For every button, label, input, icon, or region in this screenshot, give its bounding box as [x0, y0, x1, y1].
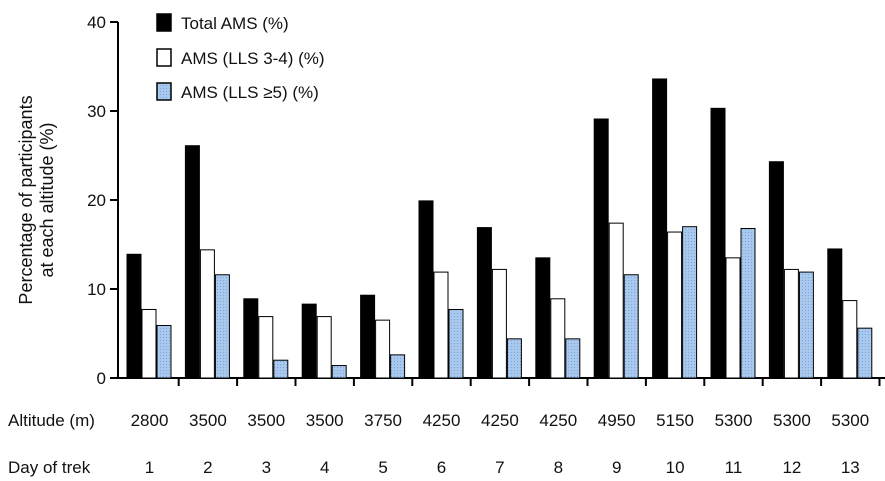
altitude-label: 3500 [247, 411, 285, 430]
bar [535, 257, 551, 379]
bars [126, 78, 873, 379]
day-label: 5 [378, 458, 387, 477]
bar [301, 303, 317, 379]
altitude-row-label: Altitude (m) [8, 411, 95, 430]
altitude-label: 3500 [306, 411, 344, 430]
bar [842, 300, 858, 379]
day-label: 11 [725, 458, 743, 477]
bar [652, 78, 668, 379]
legend-entry: AMS (LLS 3-4) (%) [181, 49, 325, 68]
y-axis-label-line1: Percentage of participants [16, 95, 36, 304]
y-tick-label: 20 [87, 191, 106, 210]
bar [390, 354, 406, 379]
legend-swatch [156, 82, 172, 101]
bar [214, 274, 230, 379]
bar [798, 271, 814, 379]
y-tick-label: 10 [87, 280, 106, 299]
bar [667, 231, 683, 379]
bar [126, 253, 142, 379]
bar [433, 271, 449, 379]
bar [331, 365, 347, 379]
altitude-label: 5150 [656, 411, 694, 430]
bar [725, 257, 741, 379]
day-label: 6 [437, 458, 446, 477]
bar [682, 226, 698, 379]
day-label: 3 [262, 458, 271, 477]
legend-entry: Total AMS (%) [181, 14, 289, 33]
bar [550, 298, 566, 379]
altitude-label: 2800 [131, 411, 169, 430]
day-label: 9 [612, 458, 621, 477]
bar [491, 268, 507, 379]
bar [199, 249, 215, 379]
altitude-label: 4950 [598, 411, 636, 430]
bar [273, 359, 289, 379]
day-label: 7 [495, 458, 504, 477]
altitude-label: 5300 [773, 411, 811, 430]
day-label: 8 [554, 458, 563, 477]
bar [740, 227, 756, 379]
bar [623, 274, 639, 379]
altitude-label: 3500 [189, 411, 227, 430]
y-axis-label: Percentage of participants at each altit… [16, 95, 57, 304]
bar [184, 145, 200, 379]
legend-entry: AMS (LLS ≥5) (%) [181, 83, 319, 102]
bar [258, 316, 274, 379]
altitude-label: 4250 [539, 411, 577, 430]
altitude-label: 4250 [423, 411, 461, 430]
bar [768, 161, 784, 379]
altitude-label: 4250 [481, 411, 519, 430]
altitude-label: 5300 [831, 411, 869, 430]
bar [448, 308, 464, 379]
legend-swatch [156, 48, 172, 67]
category-rows: Altitude (m) Day of trek 2800 1 3500 2 3500 3… [8, 411, 869, 477]
bar [593, 118, 609, 379]
day-label: 2 [203, 458, 212, 477]
altitude-label: 5300 [715, 411, 753, 430]
bar [476, 227, 492, 379]
bar [857, 327, 873, 379]
bar [360, 294, 376, 379]
bar [565, 338, 581, 379]
day-label: 1 [145, 458, 154, 477]
y-tick-label: 40 [87, 13, 106, 32]
day-label: 13 [841, 458, 860, 477]
bar [783, 268, 799, 379]
day-label: 12 [782, 458, 801, 477]
bar [418, 200, 434, 379]
day-row-label: Day of trek [8, 458, 91, 477]
bar [827, 248, 843, 379]
legend-swatch [156, 13, 172, 32]
altitude-label: 3750 [364, 411, 402, 430]
bar [710, 107, 726, 379]
y-tick-label: 0 [97, 369, 106, 388]
day-label: 10 [666, 458, 685, 477]
bar [608, 222, 624, 379]
bar [156, 324, 172, 379]
y-tick-label: 30 [87, 102, 106, 121]
legend: Total AMS (%) AMS (LLS 3-4) (%) AMS (LLS ≥… [156, 13, 325, 102]
y-axis-label-line2: at each altitude (%) [37, 122, 57, 277]
day-label: 4 [320, 458, 329, 477]
bar [141, 308, 157, 379]
bar [375, 319, 391, 379]
bar [506, 338, 522, 379]
bar [316, 316, 332, 379]
bar [243, 298, 259, 379]
